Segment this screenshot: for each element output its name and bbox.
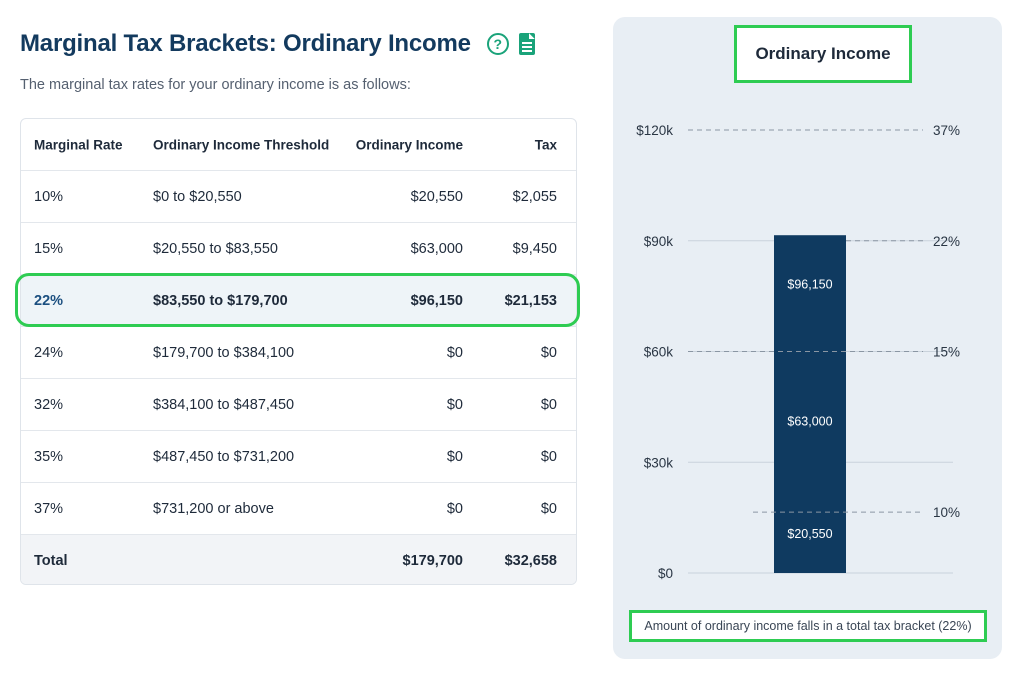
threshold-cell: $20,550 to $83,550 — [153, 240, 278, 257]
tax-brackets-table: Marginal Rate Ordinary Income Threshold Or… — [20, 118, 577, 585]
income-cell: $96,150 — [410, 292, 463, 309]
rate-cell: 24% — [34, 344, 64, 361]
tax-cell: $21,153 — [504, 292, 557, 309]
table-row: 37% $731,200 or above $0 $0 — [21, 483, 576, 535]
rate-cell: Marginal Rate — [34, 137, 123, 152]
bracket-rate-label: 15% — [933, 345, 960, 360]
table-row: 24% $179,700 to $384,100 $0 $0 — [21, 327, 576, 379]
bracket-rate-label: 22% — [933, 234, 960, 249]
bar-segment-label: $20,550 — [787, 527, 832, 541]
document-icon[interactable] — [518, 33, 535, 55]
y-tick-label: $60k — [644, 345, 674, 360]
threshold-cell: $384,100 to $487,450 — [153, 396, 295, 413]
table-row: 15% $20,550 to $83,550 $63,000 $9,450 — [21, 223, 576, 275]
bar-segment-label: $96,150 — [787, 278, 832, 292]
rate-cell: Total — [34, 553, 68, 569]
table-row: 32% $384,100 to $487,450 $0 $0 — [21, 379, 576, 431]
y-tick-label: $0 — [658, 566, 673, 581]
page-title: Marginal Tax Brackets: Ordinary Income — [20, 30, 471, 57]
rate-cell: 37% — [34, 500, 64, 517]
bracket-rate-label: 10% — [933, 505, 960, 520]
income-bar — [774, 235, 846, 573]
highlighted-row-outline — [15, 273, 580, 327]
y-tick-label: $30k — [644, 455, 674, 470]
bar-segment-label: $63,000 — [787, 414, 832, 428]
rate-cell: 22% — [34, 292, 64, 309]
table-row: 10% $0 to $20,550 $20,550 $2,055 — [21, 171, 576, 223]
threshold-cell: $179,700 to $384,100 — [153, 344, 295, 361]
total-row: Total $179,700 $32,658 — [21, 535, 576, 584]
tax-cell: $0 — [540, 448, 557, 465]
income-cell: $0 — [446, 448, 463, 465]
rate-cell: 15% — [34, 240, 64, 257]
ordinary-income-chart: $0 $30k $60k $90k $120k 10% 15% 22% 37% $20,550 $6… — [636, 123, 960, 581]
table-header-row: Marginal Rate Ordinary Income Threshold Or… — [21, 119, 576, 171]
income-cell: $0 — [446, 500, 463, 517]
tax-cell: Tax — [534, 137, 557, 152]
rate-cell: 10% — [34, 188, 64, 205]
income-cell: $179,700 — [402, 553, 463, 569]
tax-cell: $0 — [540, 344, 557, 361]
threshold-cell: $83,550 to $179,700 — [153, 292, 288, 309]
threshold-cell: $0 to $20,550 — [153, 188, 242, 205]
title-row: Marginal Tax Brackets: Ordinary Income ? — [20, 30, 535, 58]
question-circle-icon[interactable]: ? — [486, 33, 509, 55]
y-tick-label: $120k — [636, 123, 673, 138]
income-cell: $63,000 — [410, 240, 463, 257]
income-cell: $0 — [446, 396, 463, 413]
income-cell: Ordinary Income — [355, 137, 463, 152]
tax-cell: $0 — [540, 396, 557, 413]
income-cell: $0 — [446, 344, 463, 361]
chart-panel-title: Ordinary Income — [734, 25, 912, 83]
tax-cell: $2,055 — [512, 188, 557, 205]
tax-cell: $9,450 — [512, 240, 557, 257]
tax-cell: $0 — [540, 500, 557, 517]
threshold-cell: Ordinary Income Threshold — [153, 137, 330, 152]
highlighted-table-row: 22% $83,550 to $179,700 $96,150 $21,153 — [21, 275, 576, 327]
income-cell: $20,550 — [410, 188, 463, 205]
rate-cell: 32% — [34, 396, 64, 413]
bracket-rate-label: 37% — [933, 123, 960, 138]
page-subtitle: The marginal tax rates for your ordinary… — [20, 77, 411, 93]
y-tick-label: $90k — [644, 234, 674, 249]
tax-cell: $32,658 — [504, 553, 557, 569]
threshold-cell: $487,450 to $731,200 — [153, 448, 295, 465]
table-row: 35% $487,450 to $731,200 $0 $0 — [21, 431, 576, 483]
threshold-cell: $731,200 or above — [153, 500, 274, 517]
chart-caption: Amount of ordinary income falls in a tot… — [629, 610, 987, 642]
rate-cell: 35% — [34, 448, 64, 465]
